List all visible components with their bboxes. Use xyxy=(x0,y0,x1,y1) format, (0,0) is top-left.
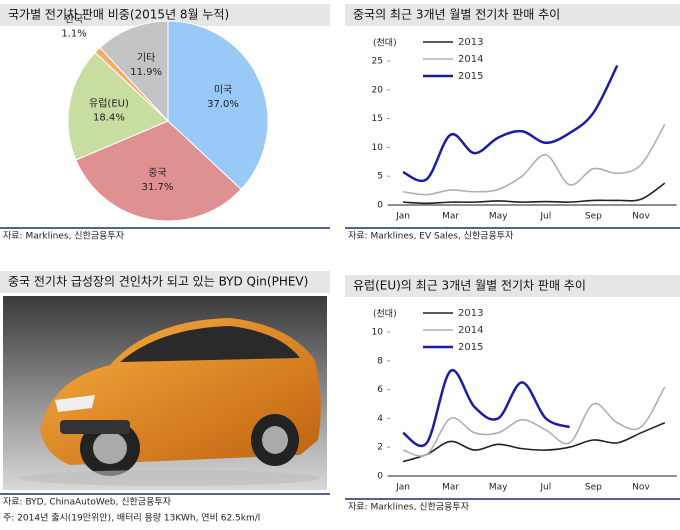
panel-title: 유럽(EU)의 최근 3개년 월별 전기차 판매 추이 xyxy=(353,279,586,293)
pie-slice xyxy=(167,20,269,190)
legend-label: 2013 xyxy=(458,308,483,319)
x-tick-label: Jul xyxy=(539,212,551,222)
slice-value: 37.0% xyxy=(207,99,239,110)
y-tick-label: 2 xyxy=(377,443,383,453)
x-tick-label: May xyxy=(489,212,508,222)
x-tick-label: May xyxy=(489,483,508,493)
legend-label: 2014 xyxy=(458,54,483,65)
source: 자료: BYD, ChinaAutoWeb, 신한금융투자 xyxy=(3,497,172,508)
car-photo xyxy=(3,296,327,490)
series-line xyxy=(402,65,619,183)
y-tick-label: 5 xyxy=(377,172,383,182)
slice-label: 미국 xyxy=(214,84,232,96)
slice-label: 유럽(EU) xyxy=(89,97,129,109)
y-tick-label: 6 xyxy=(377,385,383,395)
series-line xyxy=(402,182,666,205)
source: 자료: Marklines, 신한금융투자 xyxy=(348,502,470,513)
title-bar xyxy=(0,4,330,26)
pie-slice xyxy=(99,20,169,123)
panel-title: 국가별 전기차 판매 비중(2015년 8월 누적) xyxy=(8,8,229,22)
x-tick-label: Mar xyxy=(442,212,459,222)
x-tick-label: Nov xyxy=(632,212,650,222)
y-tick-label: 10 xyxy=(372,328,384,338)
panel-title: 중국의 최근 3개년 월별 전기차 판매 추이 xyxy=(353,8,560,22)
x-tick-label: Jan xyxy=(395,483,410,493)
y-axis-label: (천대) xyxy=(373,38,397,49)
x-tick-label: Sep xyxy=(585,483,602,493)
x-tick-label: Jan xyxy=(395,212,410,222)
pie-slice xyxy=(75,120,242,222)
source: 자료: Marklines, 신한금융투자 xyxy=(3,231,125,242)
pie-slice xyxy=(67,51,169,161)
title-bar xyxy=(0,271,330,293)
title-bar xyxy=(345,275,680,297)
slice-value: 18.4% xyxy=(93,112,125,123)
x-tick-label: Nov xyxy=(632,483,650,493)
y-tick-label: 0 xyxy=(377,201,383,211)
y-tick-label: 4 xyxy=(377,414,383,424)
slice-value: 31.7% xyxy=(142,182,174,193)
slice-label: 중국 xyxy=(148,167,166,179)
y-tick-label: 10 xyxy=(372,143,384,153)
note: 주: 2014년 출시(19만위안), 배터리 용량 13KWh, 연비 62.… xyxy=(3,512,260,524)
y-tick-label: 0 xyxy=(377,472,383,482)
y-tick-label: 25 xyxy=(372,57,383,67)
slice-label: 한국 xyxy=(65,13,83,25)
slice-label: 기타 xyxy=(137,52,155,64)
legend-label: 2013 xyxy=(458,37,483,48)
x-tick-label: Mar xyxy=(442,483,459,493)
panel-title: 중국 전기차 급성장의 견인차가 되고 있는 BYD Qin(PHEV) xyxy=(8,275,308,289)
x-tick-label: Sep xyxy=(585,212,602,222)
slice-value: 11.9% xyxy=(130,67,162,78)
y-tick-label: 20 xyxy=(372,85,384,95)
legend-label: 2015 xyxy=(458,71,483,82)
source: 자료: Marklines, EV Sales, 신한금융투자 xyxy=(348,231,514,242)
y-axis-label: (천대) xyxy=(373,309,397,320)
series-line xyxy=(402,421,666,463)
y-tick-label: 8 xyxy=(377,356,383,366)
legend-label: 2014 xyxy=(458,325,483,336)
x-tick-label: Jul xyxy=(539,483,551,493)
series-line xyxy=(402,369,571,448)
slice-value: 1.1% xyxy=(61,28,86,39)
series-line xyxy=(402,123,666,196)
title-bar xyxy=(345,4,680,26)
y-tick-label: 15 xyxy=(372,114,383,124)
series-line xyxy=(402,386,666,457)
legend-label: 2015 xyxy=(458,342,483,353)
